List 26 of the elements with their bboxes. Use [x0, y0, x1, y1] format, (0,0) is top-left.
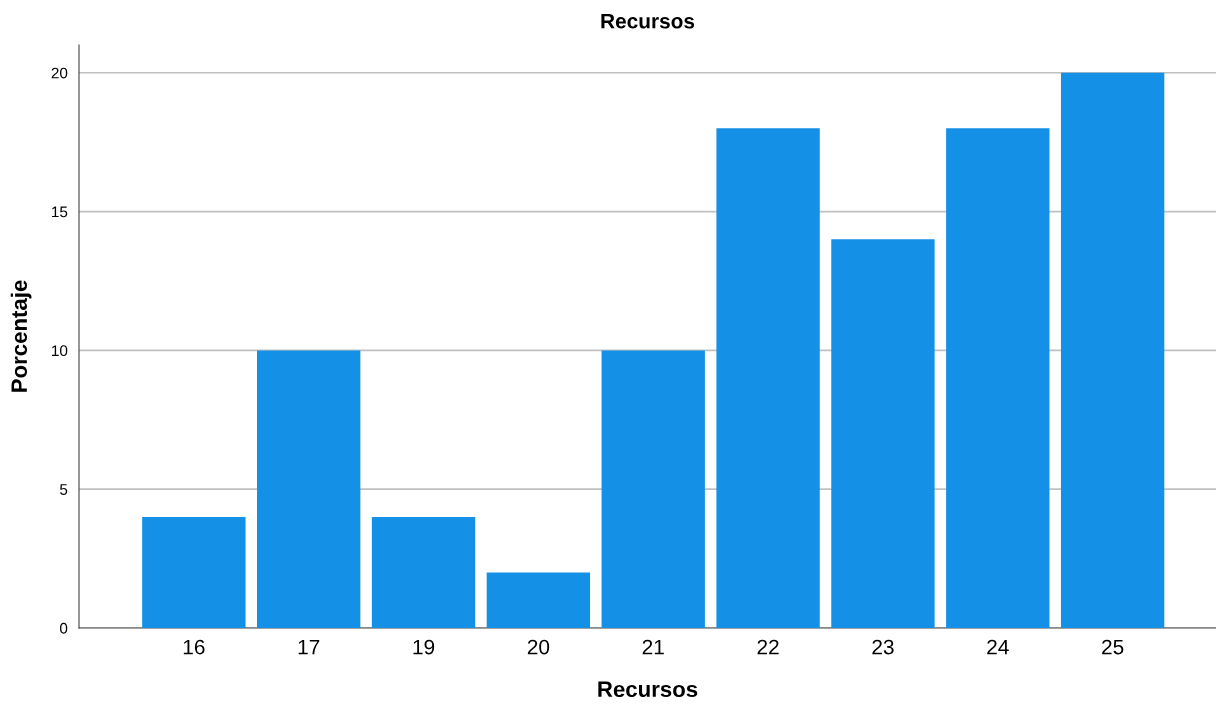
y-tick-label: 0: [59, 622, 68, 634]
bar: [601, 350, 705, 628]
y-tick-label: 5: [60, 484, 68, 495]
y-axis-title: Porcentaje: [10, 280, 32, 392]
x-tick-label: 19: [413, 639, 435, 655]
y-tick-label: 15: [52, 206, 68, 218]
x-tick-label: 23: [872, 639, 894, 655]
x-tick-label: 17: [298, 639, 320, 655]
x-tick-label: 22: [757, 639, 779, 655]
bar: [142, 516, 246, 628]
bar: [831, 239, 935, 628]
x-axis-title: Recursos: [598, 681, 698, 698]
x-tick-label: 25: [1102, 639, 1124, 655]
x-tick-label: 21: [642, 639, 664, 655]
bar: [371, 516, 476, 628]
x-tick-label: 20: [527, 639, 550, 655]
x-tick-label: 16: [183, 639, 205, 655]
bar: [1060, 72, 1165, 628]
bar: [716, 128, 820, 628]
bar: [946, 128, 1050, 628]
bar: [486, 572, 591, 628]
chart-title: Recursos: [601, 14, 695, 29]
y-tick-label: 10: [52, 345, 68, 357]
y-tick-label: 20: [51, 67, 68, 79]
bar: [257, 350, 361, 628]
x-tick-label: 24: [987, 639, 1009, 655]
